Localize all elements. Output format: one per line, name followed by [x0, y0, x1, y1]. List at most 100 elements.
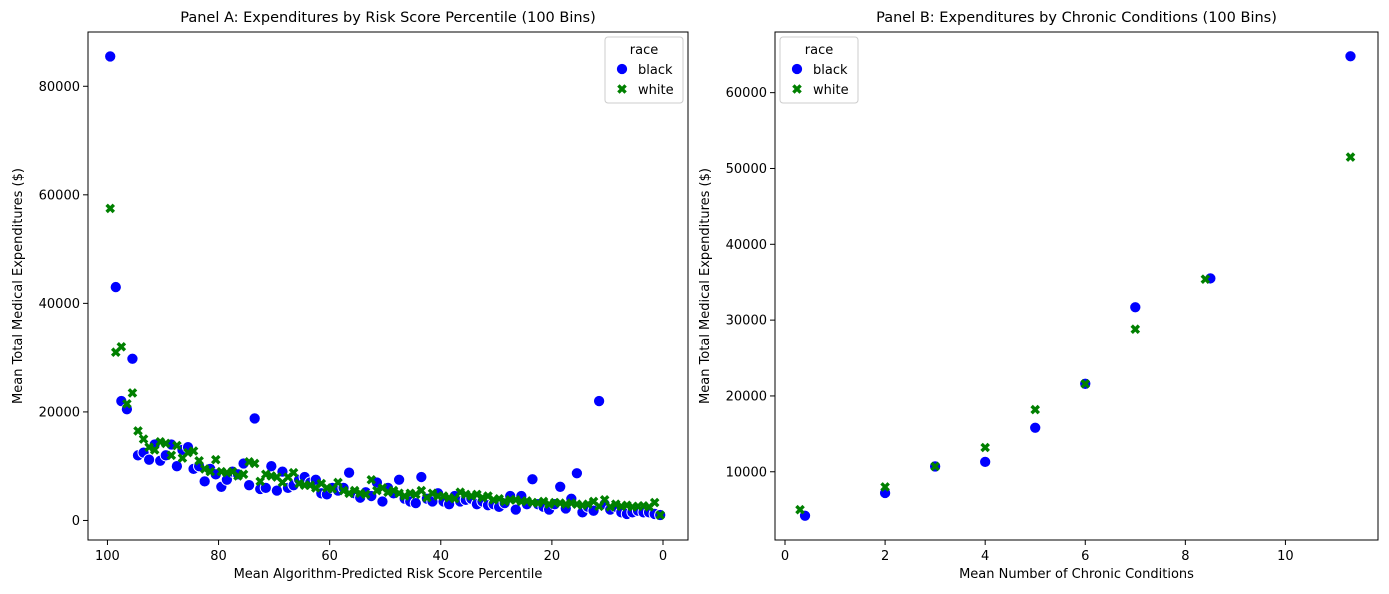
data-point-white: [1080, 379, 1091, 389]
data-point-white: [344, 488, 354, 499]
y-tick-label: 40000: [726, 238, 767, 253]
data-point-white: [427, 488, 438, 499]
x-axis-label: Mean Algorithm-Predicted Risk Score Perc…: [234, 567, 543, 582]
series-white: [105, 203, 666, 520]
data-point-white: [333, 477, 343, 488]
data-point-black: [509, 503, 522, 516]
x-tick-label: 100: [95, 549, 120, 564]
data-point-white: [416, 485, 427, 496]
data-point-black: [570, 467, 583, 480]
data-point-white: [599, 495, 610, 505]
data-point-white: [880, 482, 890, 492]
data-point-black: [376, 495, 389, 508]
data-point-black: [265, 460, 278, 473]
data-point-white: [538, 496, 549, 507]
legend-title: race: [630, 43, 658, 58]
data-point-white: [980, 442, 990, 453]
data-point-white: [372, 485, 382, 496]
legend-label-white: white: [813, 83, 849, 98]
data-point-white: [610, 499, 621, 509]
x-tick-label: 0: [659, 549, 667, 564]
x-tick-label: 10: [1277, 549, 1294, 564]
data-point-white: [210, 454, 221, 465]
legend-marker-white: [792, 84, 802, 94]
data-point-white: [388, 485, 399, 496]
data-point-black: [1129, 301, 1142, 314]
data-point-white: [360, 489, 371, 500]
plot-frame: [87, 31, 689, 541]
legend: race black white: [779, 36, 859, 104]
y-axis-label: Mean Total Medical Expenditures ($): [11, 168, 26, 404]
data-point-white: [188, 446, 199, 456]
data-point-white: [1130, 324, 1141, 335]
y-tick-label: 60000: [726, 86, 767, 101]
data-point-white: [194, 455, 204, 466]
x-axis-label: Mean Number of Chronic Conditions: [959, 567, 1194, 582]
data-point-black: [409, 497, 422, 510]
y-tick-label: 60000: [39, 188, 80, 203]
data-point-black: [343, 466, 356, 479]
x-tick-label: 8: [1181, 549, 1189, 564]
legend-label-white: white: [638, 83, 674, 98]
x-tick-label: 2: [881, 549, 889, 564]
data-point-black: [415, 470, 428, 484]
x-tick-label: 4: [981, 549, 989, 564]
data-point-white: [1030, 404, 1041, 415]
legend-marker-black: [790, 62, 804, 76]
data-point-black: [104, 50, 117, 63]
x-tick-label: 0: [781, 549, 789, 564]
data-point-black: [209, 468, 222, 481]
data-point-white: [338, 485, 349, 496]
data-point-white: [199, 464, 210, 474]
data-point-white: [160, 438, 171, 449]
plot-frame: [774, 31, 1379, 541]
data-point-white: [144, 442, 154, 452]
data-point-black: [243, 479, 256, 492]
data-point-white: [494, 493, 504, 504]
data-point-white: [583, 499, 593, 509]
data-point-white: [1345, 152, 1356, 162]
series-black: [798, 50, 1357, 522]
y-tick-label: 80000: [39, 80, 80, 95]
data-point-white: [455, 487, 466, 498]
chart-title: Panel B: Expenditures by Chronic Conditi…: [876, 10, 1277, 26]
x-tick-label: 60: [321, 549, 338, 564]
data-point-black: [979, 455, 992, 468]
x-tick-label: 20: [544, 549, 561, 564]
data-point-black: [1029, 421, 1042, 434]
data-point-white: [138, 434, 149, 444]
data-point-black: [143, 453, 156, 466]
y-tick-label: 40000: [39, 297, 80, 312]
y-tick-label: 20000: [726, 389, 767, 404]
data-point-white: [305, 480, 316, 490]
data-point-white: [205, 466, 216, 477]
data-point-white: [255, 476, 266, 487]
data-point-white: [238, 469, 249, 480]
x-tick-label: 40: [433, 549, 450, 564]
chart-title: Panel A: Expenditures by Risk Score Perc…: [180, 10, 596, 26]
data-point-white: [105, 203, 116, 214]
x-tick-label: 80: [210, 549, 227, 564]
data-point-white: [394, 488, 404, 499]
y-tick-label: 10000: [726, 465, 767, 480]
data-point-white: [327, 484, 338, 494]
data-point-white: [116, 341, 127, 352]
data-point-white: [594, 501, 604, 512]
y-tick-label: 30000: [726, 314, 767, 329]
data-point-white: [127, 388, 138, 398]
y-tick-label: 20000: [39, 405, 80, 420]
data-point-white: [399, 491, 410, 501]
data-point-black: [109, 281, 122, 294]
data-point-white: [795, 504, 805, 515]
data-point-white: [349, 485, 360, 496]
series-white: [795, 152, 1356, 515]
legend: race black white: [604, 36, 684, 104]
data-point-white: [133, 426, 143, 436]
x-tick-label: 6: [1081, 549, 1089, 564]
data-point-white: [122, 398, 132, 409]
data-point-black: [593, 395, 606, 408]
legend-label-black: black: [813, 63, 848, 78]
data-point-white: [366, 474, 377, 485]
data-point-black: [393, 473, 406, 486]
